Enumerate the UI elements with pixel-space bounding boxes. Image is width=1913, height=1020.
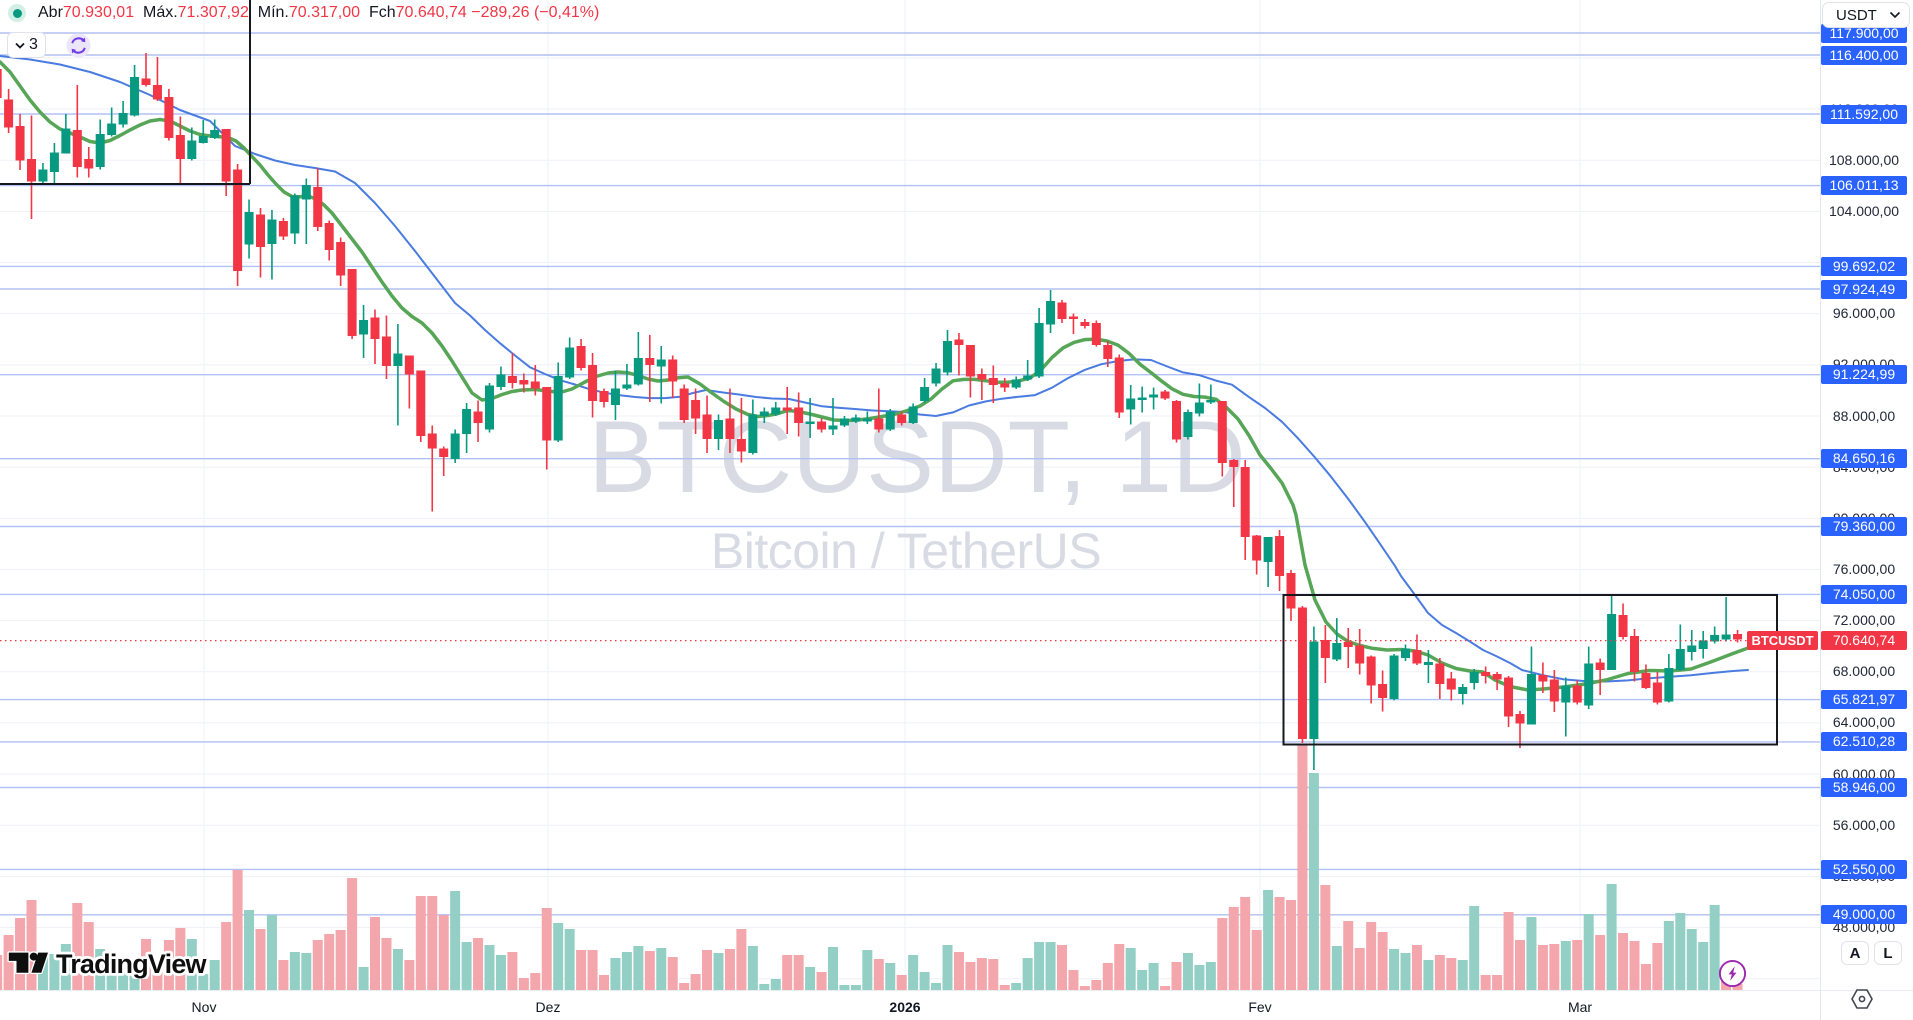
svg-text:Bitcoin / TetherUS: Bitcoin / TetherUS (711, 523, 1101, 579)
svg-text:TradingView: TradingView (56, 949, 208, 979)
